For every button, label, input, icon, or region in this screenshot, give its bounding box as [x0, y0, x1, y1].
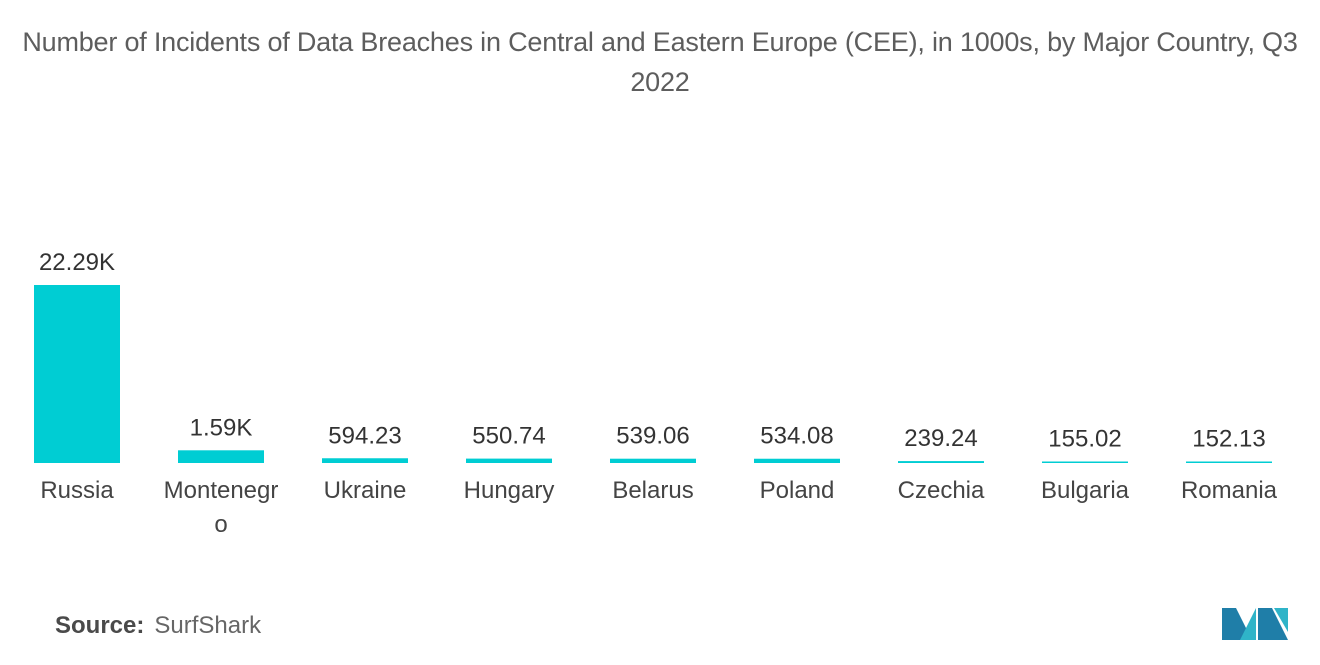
- data-label: 155.02: [1048, 426, 1121, 453]
- bar-montenegro: [178, 450, 264, 463]
- data-label: 594.23: [328, 422, 401, 449]
- bar-ukraine: [322, 458, 408, 463]
- source-note: Source: SurfShark: [55, 612, 261, 640]
- category-label: Hungary: [464, 477, 555, 504]
- chart-title: Number of Incidents of Data Breaches in …: [22, 27, 1298, 97]
- bar-russia: [34, 285, 120, 463]
- data-label: 1.59K: [190, 414, 253, 441]
- bar-belarus: [610, 458, 696, 463]
- data-label: 22.29K: [39, 249, 115, 276]
- data-label: 152.13: [1192, 426, 1265, 453]
- category-label: Belarus: [612, 477, 693, 504]
- brand-logo-icon: [1222, 608, 1288, 640]
- source-value: SurfShark: [154, 612, 262, 639]
- category-label: Poland: [760, 477, 835, 504]
- source-label: Source:: [55, 612, 145, 639]
- category-label: Czechia: [898, 477, 985, 504]
- category-label: Bulgaria: [1041, 477, 1130, 504]
- data-label: 539.06: [616, 423, 689, 450]
- category-label: Montenegr o: [164, 477, 279, 538]
- data-label: 239.24: [904, 425, 977, 452]
- bar-poland: [754, 458, 840, 463]
- bar-czechia: [898, 461, 984, 463]
- data-label: 534.08: [760, 423, 833, 450]
- bar-hungary: [466, 458, 552, 463]
- data-label: 550.74: [472, 423, 545, 450]
- category-label: Ukraine: [324, 477, 407, 504]
- category-label: Russia: [40, 477, 114, 504]
- bar-bulgaria: [1042, 461, 1128, 463]
- bar-romania: [1186, 461, 1272, 463]
- category-label: Romania: [1181, 477, 1278, 504]
